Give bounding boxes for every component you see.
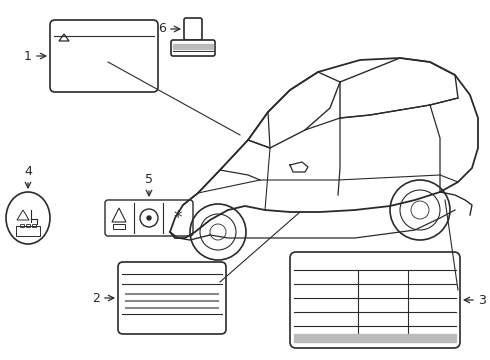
Bar xyxy=(20,224,24,227)
FancyBboxPatch shape xyxy=(50,20,158,92)
Text: 2: 2 xyxy=(92,292,100,305)
Text: 3: 3 xyxy=(478,293,486,306)
FancyBboxPatch shape xyxy=(105,200,193,236)
Circle shape xyxy=(147,216,151,220)
FancyBboxPatch shape xyxy=(290,252,460,348)
Bar xyxy=(32,224,36,227)
Text: 6: 6 xyxy=(158,22,166,36)
Text: *: * xyxy=(174,209,182,227)
Bar xyxy=(113,224,125,229)
Bar xyxy=(26,224,30,227)
Bar xyxy=(294,334,456,342)
Text: 5: 5 xyxy=(145,173,153,186)
Text: 4: 4 xyxy=(24,165,32,178)
FancyBboxPatch shape xyxy=(118,262,226,334)
Text: 1: 1 xyxy=(24,49,32,63)
Bar xyxy=(173,44,213,49)
Bar xyxy=(16,226,40,236)
FancyBboxPatch shape xyxy=(171,40,215,56)
FancyBboxPatch shape xyxy=(184,18,202,40)
